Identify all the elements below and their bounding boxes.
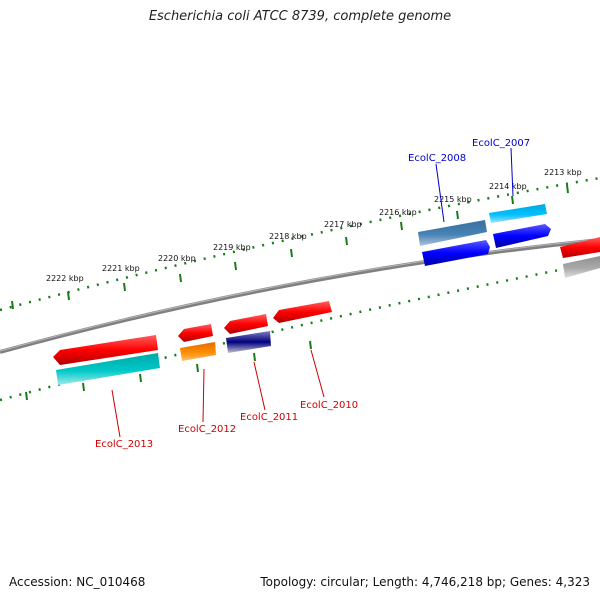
- gene-label-EcolC_2013: EcolC_2013: [95, 439, 153, 450]
- leader-lines-top: [435, 147, 514, 223]
- gene-blue-arrow-1[interactable]: [422, 240, 490, 266]
- lower-major-ticks: [25, 340, 312, 401]
- kbp-label: 2216 kbp: [379, 208, 417, 217]
- gene-label-EcolC_2007: EcolC_2007: [472, 138, 530, 149]
- kbp-label: 2219 kbp: [213, 243, 251, 252]
- gene-EcolC_2008-arrow[interactable]: [418, 220, 487, 246]
- gene-EcolC_2012-arrow[interactable]: [178, 324, 213, 342]
- kbp-label: 2215 kbp: [434, 195, 472, 204]
- lower-scale-line: [0, 260, 600, 402]
- map-title: Escherichia coli ATCC 8739, complete gen…: [148, 9, 452, 24]
- gene-red-arrow-right-edge[interactable]: [560, 237, 600, 258]
- gene-EcolC_2011-arrow[interactable]: [224, 314, 268, 334]
- gene-EcolC_2011-navy-box[interactable]: [226, 331, 271, 353]
- kbp-label: 2213 kbp: [544, 168, 582, 177]
- genome-backbone-highlight: [0, 238, 600, 352]
- genome-backbone: [0, 238, 600, 354]
- gene-blue-arrow-2[interactable]: [493, 224, 551, 248]
- gene-label-EcolC_2011: EcolC_2011: [240, 412, 298, 423]
- accession-text: Accession: NC_010468: [9, 575, 146, 589]
- gene-label-EcolC_2010: EcolC_2010: [300, 400, 358, 411]
- kbp-labels: 2213 kbp 2214 kbp 2215 kbp 2216 kbp 2217…: [46, 168, 582, 283]
- gene-EcolC_2007-arrow[interactable]: [489, 204, 547, 223]
- gene-EcolC_2013-teal-box[interactable]: [56, 353, 160, 385]
- kbp-label: 2220 kbp: [158, 254, 196, 263]
- topology-text: Topology: circular; Length: 4,746,218 bp…: [260, 575, 590, 589]
- kbp-label: 2221 kbp: [102, 264, 140, 273]
- gene-label-EcolC_2012: EcolC_2012: [178, 424, 236, 435]
- upper-major-ticks: [11, 184, 569, 310]
- kbp-label: 2217 kbp: [324, 220, 362, 229]
- leader-lines-bottom: [111, 349, 325, 438]
- gene-label-EcolC_2008: EcolC_2008: [408, 153, 466, 164]
- gene-EcolC_2010-arrow[interactable]: [273, 301, 332, 323]
- kbp-label: 2222 kbp: [46, 274, 84, 283]
- kbp-label: 2214 kbp: [489, 182, 527, 191]
- gene-gray-arrow-right-edge[interactable]: [563, 256, 600, 278]
- gene-EcolC_2012-orange-box[interactable]: [180, 342, 216, 361]
- gene-EcolC_2013-arrow[interactable]: [53, 335, 158, 365]
- kbp-label: 2218 kbp: [269, 232, 307, 241]
